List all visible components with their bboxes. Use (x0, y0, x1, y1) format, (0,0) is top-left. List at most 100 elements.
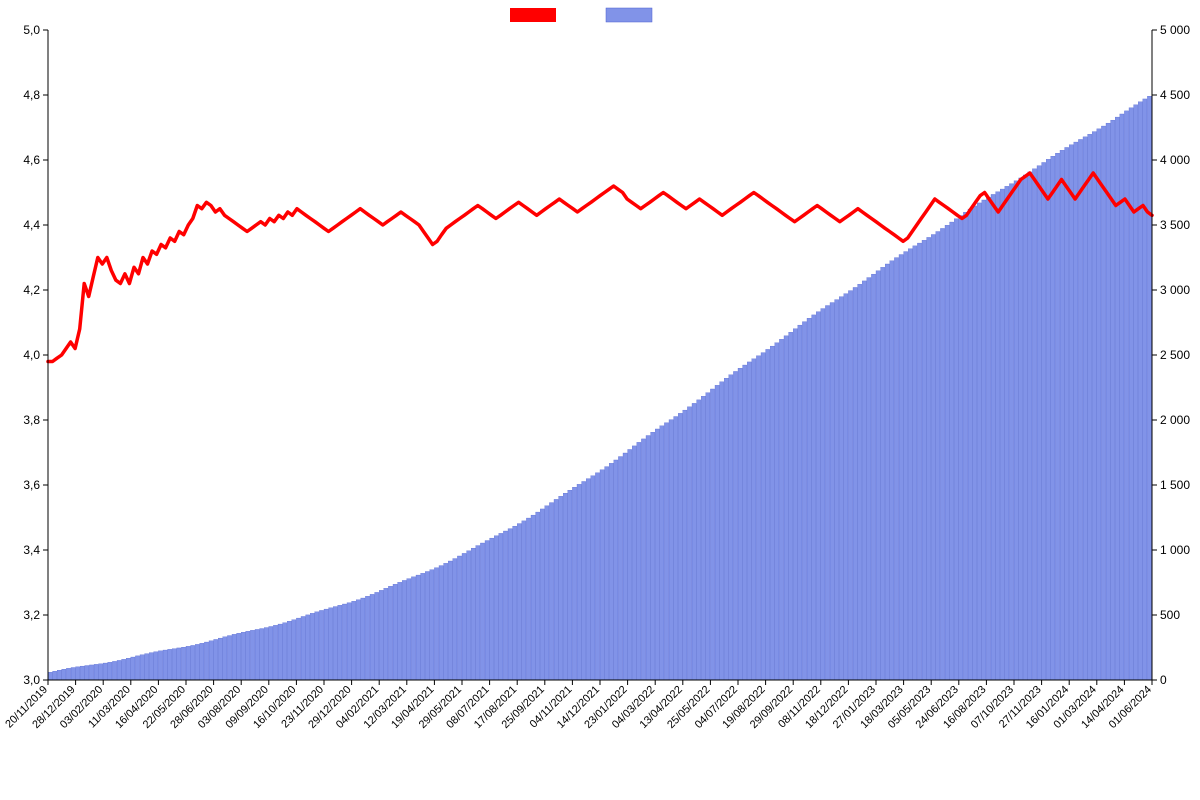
bar (917, 243, 921, 680)
bar (457, 556, 461, 680)
bar-series (48, 96, 1152, 680)
bar (181, 647, 185, 680)
bar (352, 601, 356, 680)
bar (674, 417, 678, 680)
bar (646, 436, 650, 680)
bar (950, 222, 954, 680)
bar (839, 297, 843, 680)
bar (1138, 102, 1142, 680)
bar (306, 615, 310, 680)
bar (752, 359, 756, 680)
bar (370, 594, 374, 680)
bar (186, 646, 190, 680)
bar (623, 453, 627, 680)
bar (1032, 169, 1036, 680)
bar (158, 651, 162, 680)
bar (577, 484, 581, 680)
bar (361, 598, 365, 680)
bar (365, 596, 369, 680)
bar (835, 300, 839, 680)
bar (959, 216, 963, 681)
bar (554, 499, 558, 680)
right-y-tick-label: 0 (1160, 673, 1167, 687)
left-y-tick-label: 4,6 (23, 153, 40, 167)
bar (1092, 132, 1096, 680)
bar (117, 660, 121, 680)
right-y-tick-label: 2 500 (1160, 348, 1190, 362)
bar (292, 620, 296, 680)
left-y-tick-label: 4,8 (23, 88, 40, 102)
bar (651, 432, 655, 680)
bar (701, 396, 705, 680)
bar (1101, 126, 1105, 680)
bar (697, 400, 701, 680)
bar (931, 235, 935, 681)
left-y-tick-label: 4,0 (23, 348, 40, 362)
bar (333, 607, 337, 680)
bar (927, 237, 931, 680)
bar (720, 382, 724, 680)
right-y-tick-label: 1 500 (1160, 478, 1190, 492)
bar (605, 467, 609, 680)
right-y-tick-label: 4 000 (1160, 153, 1190, 167)
bar (724, 378, 728, 680)
bar (154, 652, 158, 680)
bar (1074, 142, 1078, 680)
bar (973, 206, 977, 680)
bar (1069, 145, 1073, 680)
bar (977, 203, 981, 680)
left-y-tick-label: 3,4 (23, 543, 40, 557)
legend-swatch-line (510, 8, 556, 22)
bar (802, 322, 806, 680)
bar (260, 629, 264, 680)
bar (729, 375, 733, 680)
bar (595, 473, 599, 680)
bar (375, 592, 379, 680)
bar (830, 303, 834, 680)
bar (536, 512, 540, 680)
bar (945, 225, 949, 680)
bar (798, 325, 802, 680)
bar (968, 209, 972, 680)
bar (816, 312, 820, 680)
bar (80, 666, 84, 680)
bar (1088, 134, 1092, 680)
bar (876, 271, 880, 680)
bar (342, 604, 346, 680)
bar (273, 625, 277, 680)
bar (241, 632, 245, 680)
bar (664, 423, 668, 680)
bar (310, 613, 314, 680)
left-y-tick-label: 3,2 (23, 608, 40, 622)
bar (108, 662, 112, 680)
bar (269, 626, 273, 680)
right-y-tick-label: 500 (1160, 608, 1180, 622)
bar (1023, 175, 1027, 680)
bar (743, 365, 747, 680)
left-y-tick-label: 4,4 (23, 218, 40, 232)
bar (62, 669, 66, 680)
bar (439, 566, 443, 680)
bar (246, 631, 250, 680)
bar (1083, 137, 1087, 680)
bar (692, 403, 696, 680)
bar (204, 642, 208, 680)
bar (904, 252, 908, 680)
bar (287, 621, 291, 680)
bar (844, 294, 848, 680)
bar (255, 629, 259, 680)
bar (1106, 123, 1110, 680)
bar (540, 509, 544, 680)
right-y-tick-label: 1 000 (1160, 543, 1190, 557)
bar (812, 315, 816, 680)
bar (388, 586, 392, 680)
bar (545, 506, 549, 680)
bar (922, 240, 926, 680)
bar (453, 559, 457, 680)
bar (283, 623, 287, 680)
bar (356, 600, 360, 680)
bar (881, 267, 885, 680)
bar (954, 219, 958, 680)
bar (191, 645, 195, 680)
bar (582, 481, 586, 680)
